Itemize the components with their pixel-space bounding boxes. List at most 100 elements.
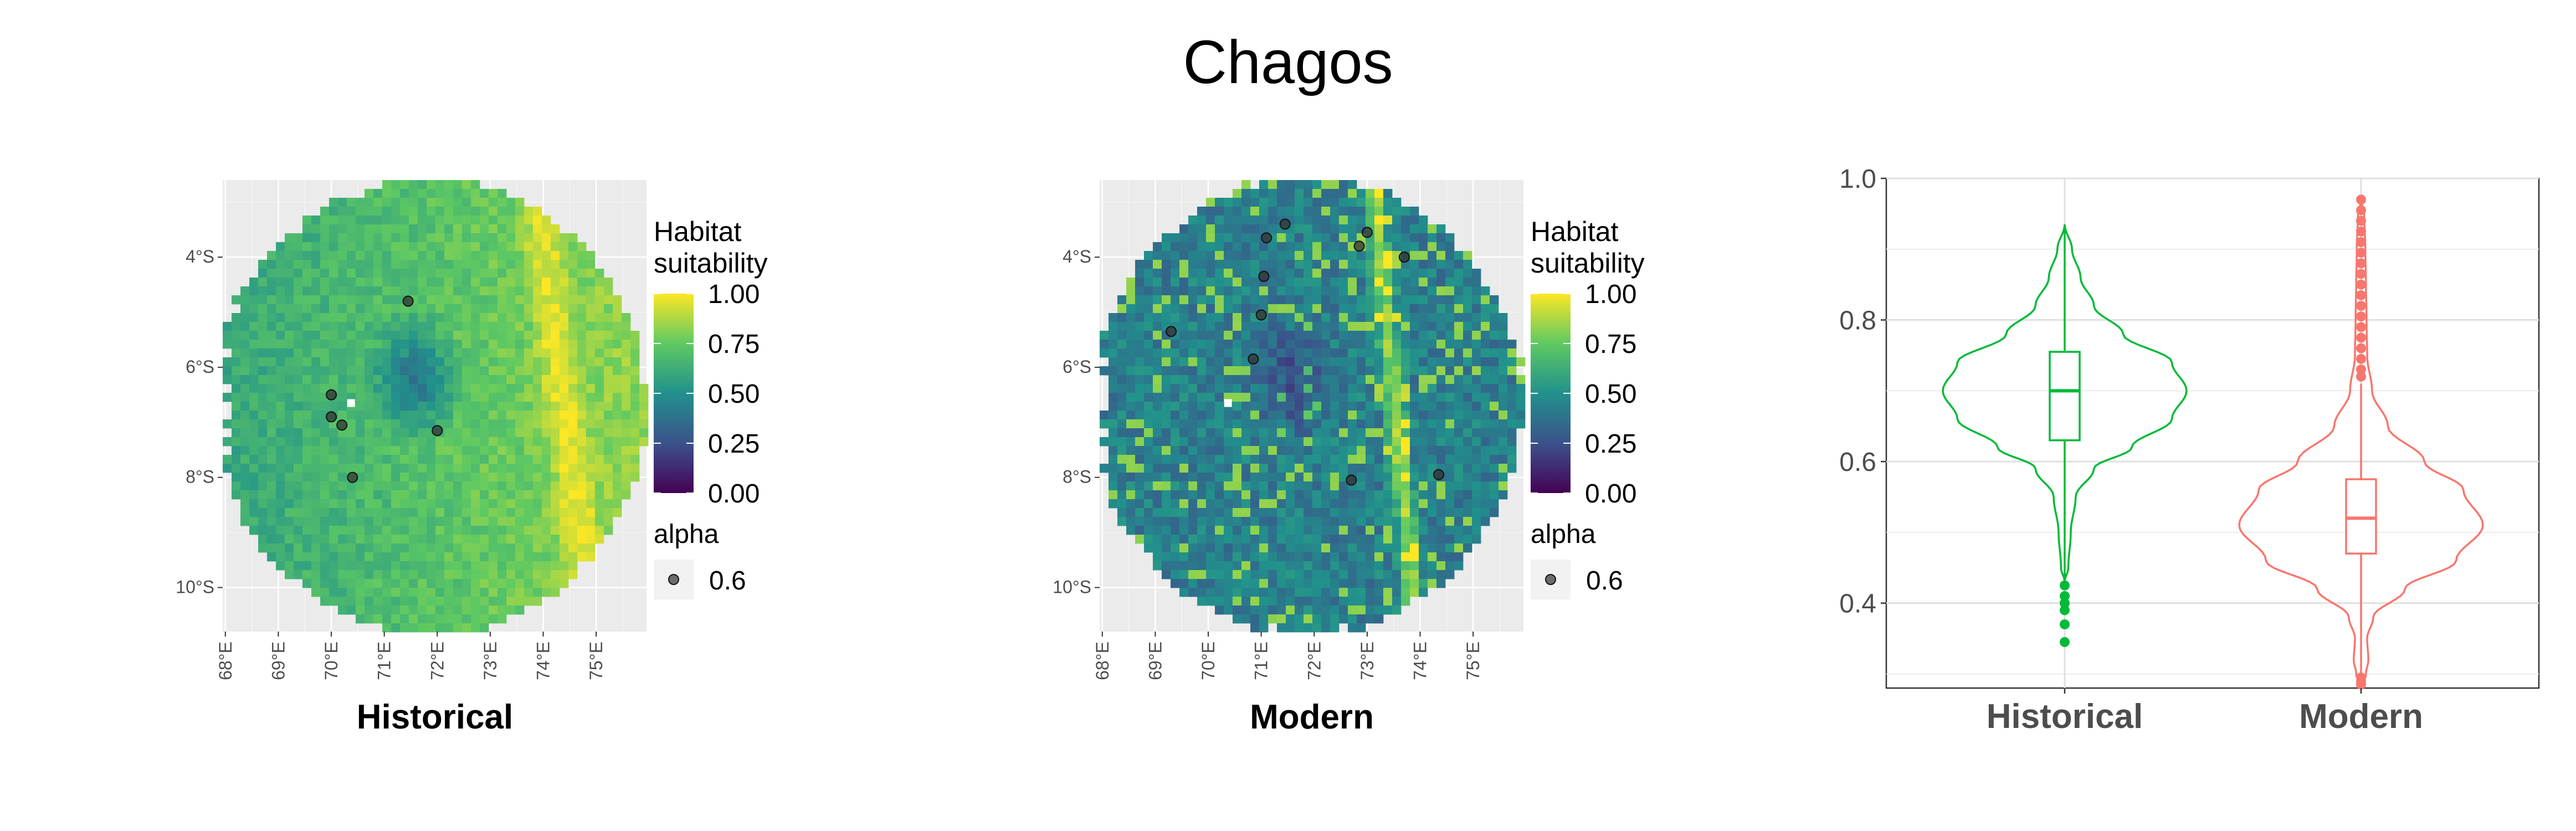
raster-cell: [1392, 224, 1402, 234]
colorbar-tick-label: 0.25: [1585, 429, 1636, 459]
raster-cell: [471, 614, 480, 624]
raster-cell: [1286, 304, 1295, 314]
raster-cell: [1259, 535, 1269, 544]
raster-cell: [302, 402, 312, 411]
outlier-point: [2060, 619, 2070, 629]
raster-cell: [1126, 490, 1136, 500]
raster-cell: [533, 517, 542, 526]
raster-cell: [347, 313, 356, 322]
raster-cell: [302, 295, 312, 305]
raster-cell: [489, 198, 498, 207]
raster-cell: [444, 331, 454, 340]
raster-cell: [1188, 402, 1198, 411]
raster-cell: [1481, 499, 1490, 509]
raster-cell: [1153, 464, 1162, 473]
raster-cell: [524, 313, 533, 322]
raster-cell: [506, 198, 516, 207]
raster-cell: [1197, 490, 1207, 500]
x-tick-label: 72°E: [1304, 642, 1324, 680]
raster-cell: [1374, 543, 1384, 553]
raster-cell: [613, 464, 622, 473]
raster-cell: [400, 419, 409, 429]
raster-cell: [356, 552, 365, 562]
raster-cell: [258, 455, 268, 464]
raster-cell: [453, 304, 463, 314]
raster-cell: [347, 366, 356, 376]
raster-cell: [1188, 260, 1198, 269]
raster-cell: [1215, 588, 1224, 597]
raster-cell: [347, 322, 356, 331]
raster-cell: [1383, 393, 1393, 402]
raster-cell: [1162, 481, 1171, 491]
raster-cell: [1348, 295, 1357, 305]
raster-cell: [586, 260, 596, 269]
raster-cell: [1126, 464, 1136, 473]
raster-cell: [418, 331, 427, 340]
raster-cell: [560, 251, 569, 260]
raster-cell: [622, 402, 631, 411]
raster-cell: [1241, 384, 1251, 393]
raster-cell: [240, 428, 250, 438]
raster-cell: [435, 473, 445, 482]
raster-cell: [249, 508, 259, 517]
raster-cell: [311, 242, 321, 252]
raster-cell: [1224, 561, 1233, 571]
raster-cell: [1295, 295, 1304, 305]
raster-cell: [1135, 481, 1145, 491]
raster-cell: [1188, 508, 1198, 517]
raster-cell: [506, 216, 516, 225]
raster-cell: [471, 481, 480, 491]
raster-cell: [542, 340, 551, 349]
raster-cell: [1215, 393, 1224, 402]
raster-cell: [1472, 490, 1481, 500]
raster-cell: [1374, 402, 1384, 411]
raster-cell: [1126, 517, 1136, 526]
raster-cell: [427, 473, 436, 482]
raster-cell: [1268, 340, 1277, 349]
raster-cell: [577, 428, 587, 438]
raster-cell: [1206, 242, 1215, 252]
raster-cell: [506, 286, 516, 296]
raster-cell: [1357, 561, 1366, 571]
raster-cell: [506, 366, 516, 376]
raster-cell: [1419, 331, 1428, 340]
raster-cell: [258, 473, 268, 482]
raster-cell: [1419, 428, 1428, 438]
raster-cell: [347, 561, 356, 571]
raster-cell: [1171, 348, 1180, 358]
raster-cell: [1286, 189, 1295, 198]
outlier-point: [2356, 205, 2366, 216]
raster-cell: [1233, 198, 1242, 207]
raster-cell: [1153, 348, 1162, 358]
raster-cell: [1463, 269, 1472, 278]
raster-cell: [444, 348, 454, 358]
raster-cell: [1348, 437, 1357, 447]
outlier-point: [2060, 637, 2070, 647]
raster-cell: [320, 260, 330, 269]
raster-cell: [1481, 348, 1490, 358]
raster-cell: [427, 561, 436, 571]
raster-cell: [1366, 207, 1375, 216]
raster-cell: [1295, 561, 1304, 571]
raster-cell: [435, 313, 445, 322]
raster-cell: [560, 499, 569, 509]
raster-cell: [1215, 517, 1224, 526]
raster-cell: [1233, 473, 1242, 482]
raster-cell: [480, 331, 489, 340]
raster-cell: [1224, 552, 1233, 562]
raster-cell: [1268, 446, 1277, 455]
raster-cell: [1392, 233, 1402, 243]
raster-cell: [1374, 473, 1384, 482]
raster-cell: [347, 384, 356, 393]
raster-cell: [497, 570, 507, 579]
raster-cell: [1188, 331, 1198, 340]
raster-cell: [1321, 286, 1331, 296]
raster-cell: [1135, 278, 1145, 287]
raster-cell: [1144, 473, 1153, 482]
raster-cell: [586, 393, 596, 402]
raster-cell: [240, 490, 250, 500]
raster-cell: [1357, 588, 1366, 597]
raster-cell: [586, 295, 596, 305]
raster-cell: [1259, 295, 1269, 305]
raster-cell: [480, 348, 489, 358]
